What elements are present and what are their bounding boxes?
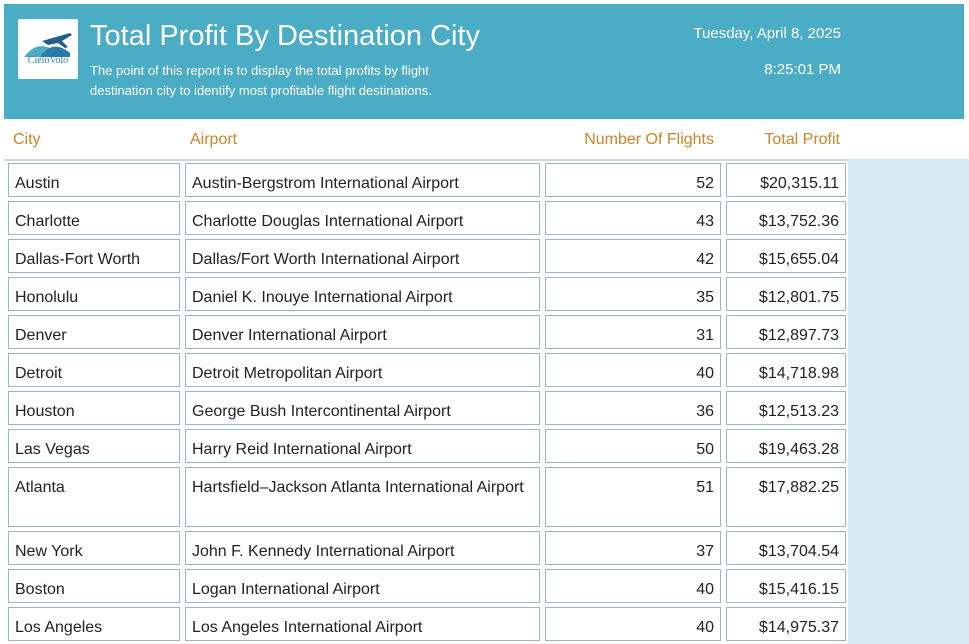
city-cell: Los Angeles — [8, 607, 180, 641]
airport-cell: Daniel K. Inouye International Airport — [185, 277, 540, 311]
flights-cell: 43 — [545, 201, 721, 235]
header-divider — [4, 159, 848, 161]
column-header-airport: Airport — [190, 131, 238, 148]
logo-text: CieloVolo — [27, 55, 69, 66]
city-cell: Charlotte — [8, 201, 180, 235]
city-cell: Houston — [8, 391, 180, 425]
flights-cell: 51 — [545, 467, 721, 527]
airport-cell: Denver International Airport — [185, 315, 540, 349]
airport-cell: Dallas/Fort Worth International Airport — [185, 239, 540, 273]
flights-cell: 31 — [545, 315, 721, 349]
profit-cell: $15,416.15 — [726, 569, 846, 603]
city-cell: Dallas-Fort Worth — [8, 239, 180, 273]
flights-cell: 50 — [545, 429, 721, 463]
flights-cell: 36 — [545, 391, 721, 425]
column-header-profit: Total Profit — [764, 131, 840, 148]
profit-cell: $13,704.54 — [726, 531, 846, 565]
city-cell: Boston — [8, 569, 180, 603]
city-cell: Atlanta — [8, 467, 180, 527]
profit-cell: $14,718.98 — [726, 353, 846, 387]
airport-cell: Charlotte Douglas International Airport — [185, 201, 540, 235]
airport-cell: Austin-Bergstrom International Airport — [185, 163, 540, 197]
airport-cell: Los Angeles International Airport — [185, 607, 540, 641]
city-cell: Detroit — [8, 353, 180, 387]
city-cell: Las Vegas — [8, 429, 180, 463]
profit-cell: $13,752.36 — [726, 201, 846, 235]
report-date: Tuesday, April 8, 2025 — [693, 25, 841, 42]
airplane-logo-icon — [24, 33, 72, 57]
profit-cell: $12,801.75 — [726, 277, 846, 311]
flights-cell: 35 — [545, 277, 721, 311]
profit-cell: $14,975.37 — [726, 607, 846, 641]
flights-cell: 40 — [545, 353, 721, 387]
profit-cell: $19,463.28 — [726, 429, 846, 463]
airport-cell: George Bush Intercontinental Airport — [185, 391, 540, 425]
flights-cell: 52 — [545, 163, 721, 197]
profit-cell: $20,315.11 — [726, 163, 846, 197]
report-time: 8:25:01 PM — [764, 61, 841, 78]
report-subtitle: The point of this report is to display t… — [90, 63, 432, 98]
city-cell: Austin — [8, 163, 180, 197]
city-cell: New York — [8, 531, 180, 565]
profit-cell: $15,655.04 — [726, 239, 846, 273]
column-header-city: City — [13, 131, 41, 148]
report-title: Total Profit By Destination City — [90, 20, 481, 52]
report-header: CieloVolo Total Profit By Destination Ci… — [4, 4, 964, 119]
airport-cell: John F. Kennedy International Airport — [185, 531, 540, 565]
flights-cell: 40 — [545, 607, 721, 641]
airport-cell: Detroit Metropolitan Airport — [185, 353, 540, 387]
flights-cell: 40 — [545, 569, 721, 603]
column-header-flights: Number Of Flights — [584, 131, 714, 148]
airport-cell: Harry Reid International Airport — [185, 429, 540, 463]
cielovolo-logo: CieloVolo — [18, 19, 78, 79]
airport-cell: Hartsfield–Jackson Atlanta International… — [185, 467, 540, 527]
side-band — [848, 159, 969, 644]
flights-cell: 42 — [545, 239, 721, 273]
airport-cell: Logan International Airport — [185, 569, 540, 603]
profit-cell: $17,882.25 — [726, 467, 846, 527]
city-cell: Denver — [8, 315, 180, 349]
profit-cell: $12,513.23 — [726, 391, 846, 425]
city-cell: Honolulu — [8, 277, 180, 311]
profit-cell: $12,897.73 — [726, 315, 846, 349]
flights-cell: 37 — [545, 531, 721, 565]
